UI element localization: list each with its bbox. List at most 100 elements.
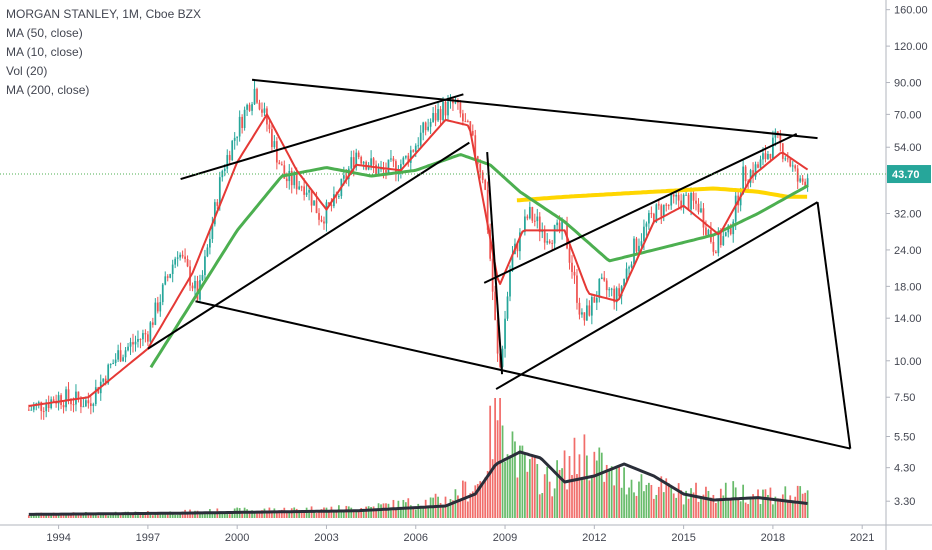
volume-bar [75,513,77,518]
candle-body [174,258,177,265]
volume-bar [325,507,328,518]
volume-bar [102,513,105,518]
candle-body [662,204,665,217]
trendline-3 [147,141,470,350]
volume-bar [804,492,807,518]
symbol-title[interactable]: MORGAN STANLEY, 1M, Cboe BZX [6,7,201,21]
volume-bar [655,494,658,518]
volume-bar [700,497,702,518]
candle-body [409,150,412,163]
volume-bar [87,513,90,518]
candle-body [516,243,519,252]
volume-bar [767,494,769,518]
candle-body [154,302,157,325]
candle-body [40,402,43,412]
candle-body [457,101,459,103]
candle-body [273,141,276,148]
legend-ma10[interactable]: MA (10, close) [6,45,83,59]
candle-body [501,348,504,367]
candle-body [295,174,298,190]
candle-body [551,242,554,244]
volume-bar [719,488,722,518]
candle-body [417,145,420,147]
volume-bar [551,496,554,518]
candle-body [85,400,87,407]
candle-body [92,404,95,407]
candle-body [201,275,204,281]
volume-bar [789,495,792,518]
volume-bar [613,485,616,518]
volume-bar [648,482,650,518]
volume-bar [494,398,496,518]
candle-body [752,170,754,177]
candle-body [290,170,293,186]
ma50-line [149,153,809,369]
candle-body [491,258,494,292]
volume-bar [466,501,469,518]
volume-bar [734,487,737,518]
volume-bar [677,483,680,518]
candle-body [186,259,189,267]
candle-body [367,166,370,170]
candle-body [739,194,742,206]
candle-body [77,391,80,400]
volume-bar [531,456,534,518]
candle-body [65,389,67,408]
volume-bar [672,493,675,518]
legend-ma200[interactable]: MA (200, close) [6,83,90,97]
candle-body [769,154,772,159]
y-tick-label: 120.00 [894,41,928,53]
candle-body [184,256,186,260]
legend-vol[interactable]: Vol (20) [6,64,48,78]
candle-body [243,109,246,128]
legend-ma50[interactable]: MA (50, close) [6,26,83,40]
candle-body [45,404,48,412]
volume-bar [261,510,263,518]
trendline-1 [251,78,818,140]
volume-bar [333,511,335,518]
volume-bar [67,514,70,518]
candle-body [759,159,762,168]
volume-bar [749,498,752,518]
candle-body [263,108,266,113]
volume-bar [350,507,353,518]
volume-bar [516,477,519,518]
volume-bar [501,425,504,518]
candle-body [342,175,345,179]
volume-bar [37,514,40,518]
candle-body [27,409,30,411]
candle-body [442,101,444,120]
candle-body [42,411,45,413]
volume-bar [342,511,345,518]
volume-bar [714,503,717,518]
candle-body [784,158,787,160]
volume-bar [630,479,633,518]
volume-bar [521,445,524,518]
candle-body [385,170,387,173]
volume-bar [506,454,509,518]
volume-bar [717,498,720,518]
candle-body [253,88,256,105]
volume-bar [514,441,516,518]
volume-bar [581,478,583,518]
volume-bar [538,494,541,518]
candle-body [422,122,425,133]
candle-body [729,225,732,235]
candle-body [593,297,596,303]
candle-body [538,216,541,233]
candle-body [137,338,139,342]
volume-bar [712,494,715,518]
candle-body [318,213,320,220]
volume-bar [323,507,325,518]
candle-body [531,206,534,221]
volume-bar [442,505,444,518]
volume-bar [650,484,653,518]
candle-body [519,232,521,252]
volume-bar [380,504,382,518]
volume-bar [593,451,596,518]
volume-bar [543,474,546,518]
volume-bar [181,511,184,518]
volume-bar [536,464,539,518]
